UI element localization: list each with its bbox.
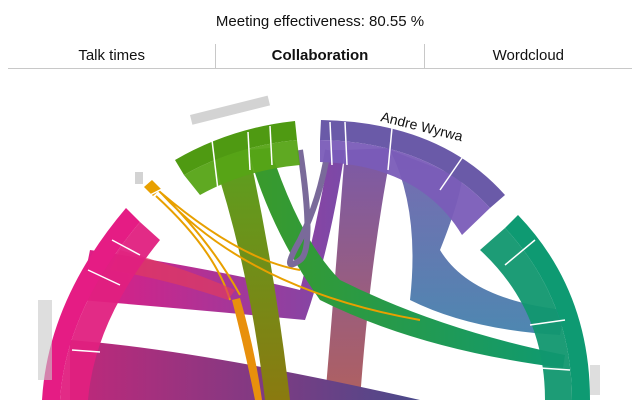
arc-teal-participant xyxy=(505,215,590,400)
ribbon-green-teal xyxy=(248,148,565,368)
tab-collaboration[interactable]: Collaboration xyxy=(215,44,423,68)
arc-green-participant xyxy=(175,121,297,175)
view-tabs: Talk times Collaboration Wordcloud xyxy=(8,44,632,69)
ribbon-orange-down xyxy=(232,298,262,400)
ribbon-pink-bottom xyxy=(70,340,420,400)
arc-andre-wyrwa xyxy=(320,120,505,208)
arc-pink-inner-band xyxy=(60,222,160,400)
ribbon-pink-purple xyxy=(80,150,345,320)
arc-teal-inner-band xyxy=(480,228,572,400)
chord-arcs xyxy=(42,120,590,400)
ribbon-green-down xyxy=(212,148,290,400)
arc-separators xyxy=(71,121,571,371)
arc-pink-participant xyxy=(42,208,140,400)
ribbon-orange-lines xyxy=(155,189,421,321)
tab-talk-times[interactable]: Talk times xyxy=(78,47,145,64)
redacted-name-labels xyxy=(38,95,600,395)
arc-andre-inner-band xyxy=(320,140,490,235)
meeting-effectiveness-title: Meeting effectiveness: 80.55 % xyxy=(215,13,425,30)
ribbon-green-purple xyxy=(287,149,331,268)
ribbon-andre-bottom xyxy=(325,148,392,400)
chord-ribbons xyxy=(70,148,565,400)
tab-wordcloud[interactable]: Wordcloud xyxy=(423,44,632,68)
